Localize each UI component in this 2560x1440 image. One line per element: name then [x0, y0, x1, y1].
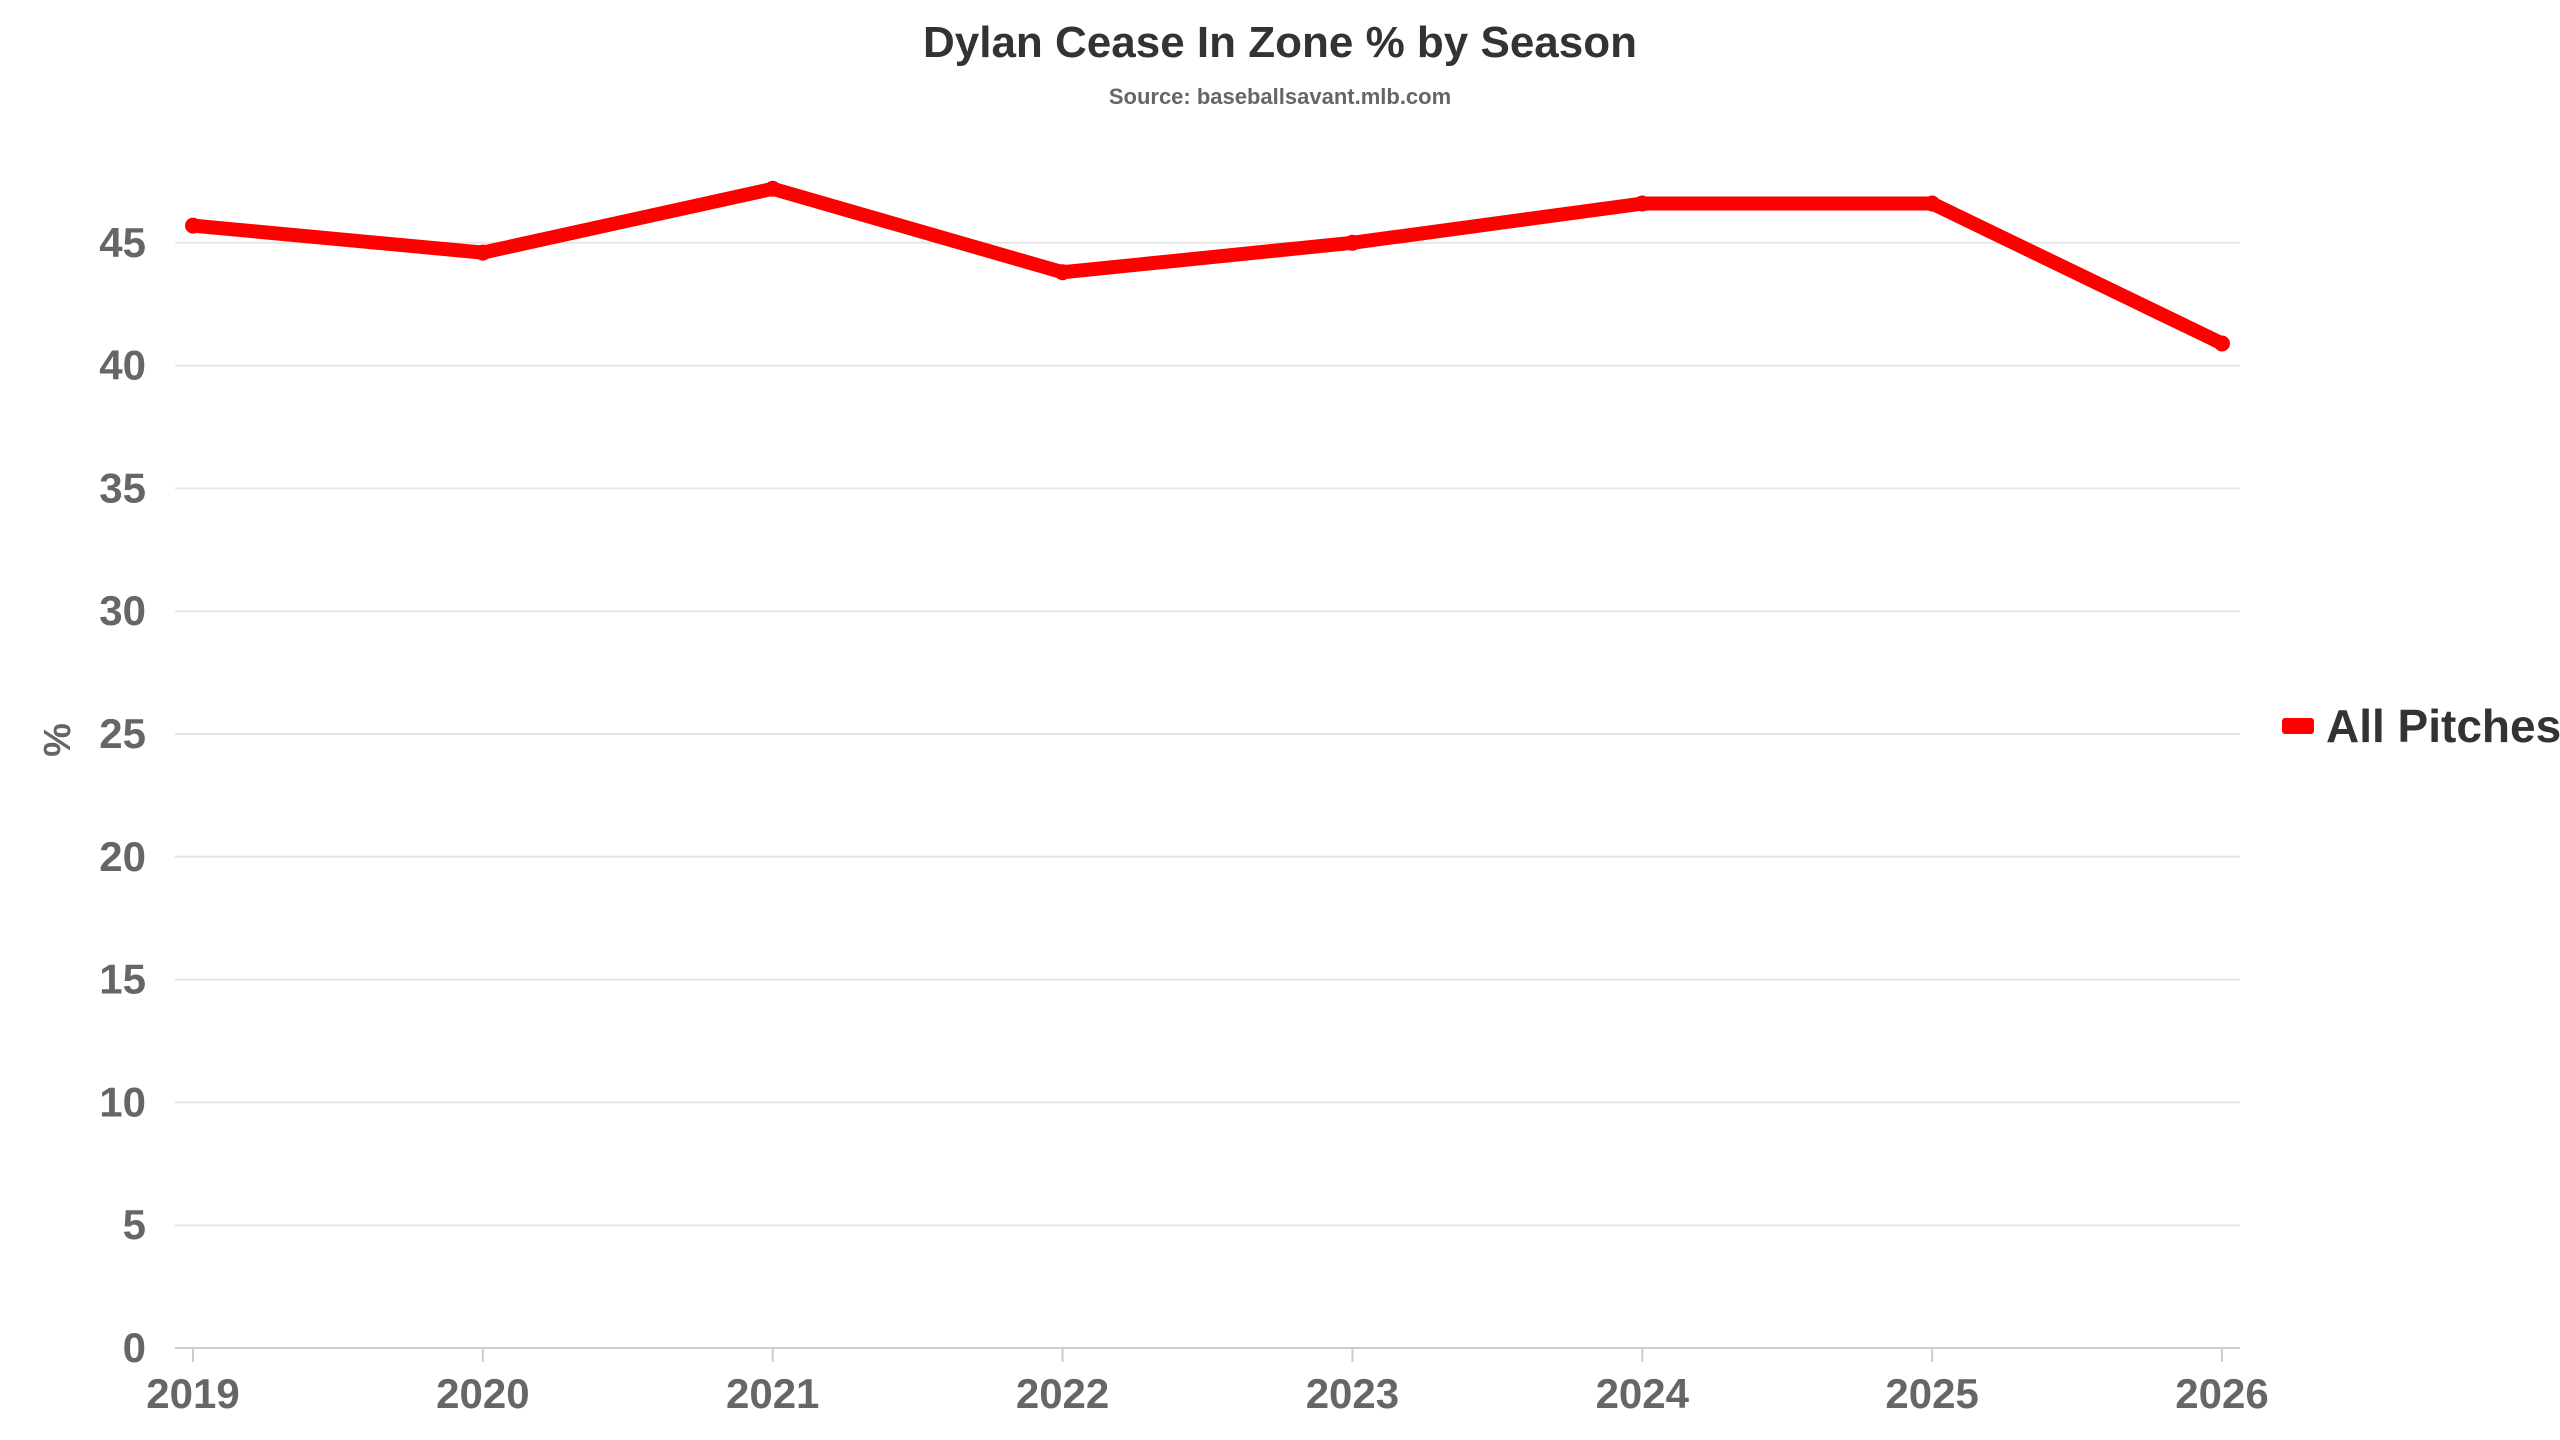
y-tick-label: 45 [99, 219, 146, 266]
y-tick-label: 25 [99, 710, 146, 757]
legend[interactable]: All Pitches [2282, 700, 2560, 752]
data-point[interactable] [2214, 335, 2230, 352]
y-tick-label: 40 [99, 342, 146, 389]
data-point[interactable] [1054, 264, 1071, 281]
x-tick-label: 2020 [436, 1370, 529, 1417]
chart-subtitle: Source: baseballsavant.mlb.com [1109, 84, 1451, 109]
gridlines [175, 241, 2240, 1227]
x-tick-label: 2026 [2175, 1370, 2268, 1417]
data-point[interactable] [1924, 195, 1941, 212]
y-tick-label: 30 [99, 587, 146, 634]
chart-title: Dylan Cease In Zone % by Season [923, 18, 1637, 67]
x-tick-label: 2022 [1016, 1370, 1109, 1417]
data-point[interactable] [474, 244, 491, 261]
x-tick-label: 2021 [726, 1370, 819, 1417]
data-point[interactable] [764, 180, 781, 197]
x-tick-label: 2019 [146, 1370, 239, 1417]
y-axis-label: % [37, 723, 79, 757]
legend-label[interactable]: All Pitches [2326, 700, 2560, 752]
y-tick-label: 0 [123, 1324, 146, 1371]
data-point[interactable] [1344, 234, 1361, 251]
y-tick-label: 10 [99, 1078, 146, 1125]
y-tick-label: 35 [99, 464, 146, 511]
y-tick-label: 5 [123, 1201, 146, 1248]
y-tick-label: 15 [99, 956, 146, 1003]
legend-swatch[interactable] [2282, 718, 2314, 734]
y-tick-label: 20 [99, 833, 146, 880]
x-tick-label: 2025 [1885, 1370, 1978, 1417]
x-tick-label: 2023 [1306, 1370, 1399, 1417]
x-tick-label: 2024 [1596, 1370, 1690, 1417]
series-line-0[interactable] [186, 181, 2229, 351]
data-point[interactable] [1634, 195, 1651, 212]
series-layer [185, 180, 2230, 352]
data-point[interactable] [185, 217, 201, 234]
